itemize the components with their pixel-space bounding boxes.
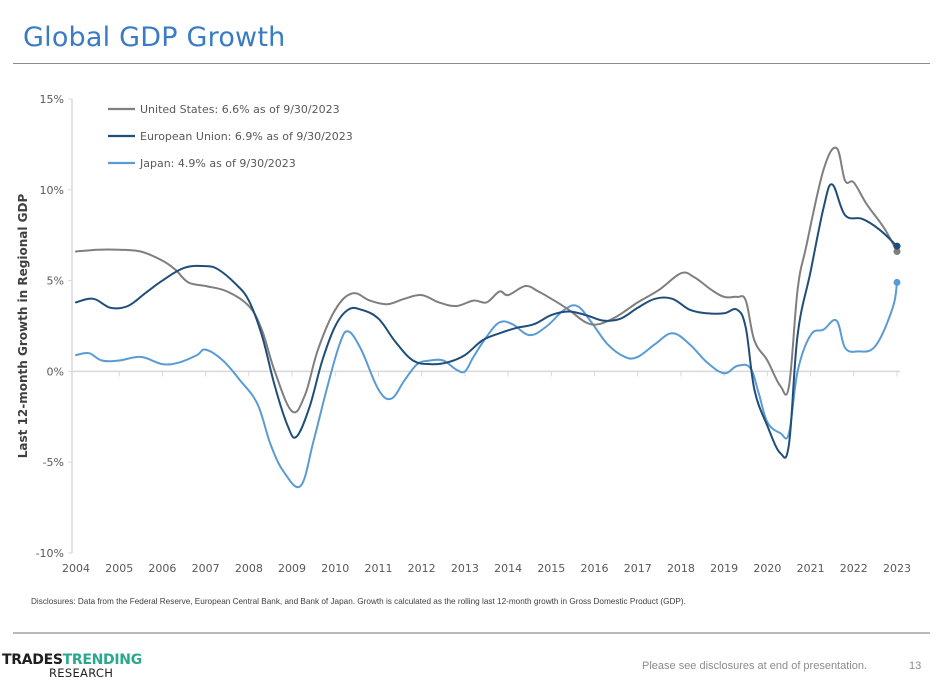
x-tick-label: 2022 — [840, 562, 868, 575]
x-tick-label: 2009 — [278, 562, 306, 575]
x-tick-label: 2011 — [364, 562, 392, 575]
x-tick-label: 2023 — [883, 562, 911, 575]
y-tick-label: 0% — [47, 365, 64, 378]
x-tick-label: 2010 — [321, 562, 349, 575]
series-line-us — [75, 146, 898, 414]
x-tick-label: 2016 — [581, 562, 609, 575]
x-tick-label: 2021 — [797, 562, 825, 575]
y-tick-label: 5% — [47, 275, 64, 288]
footer-divider — [13, 632, 930, 634]
x-tick-label: 2018 — [667, 562, 695, 575]
y-tick-label: 15% — [40, 93, 64, 106]
y-axis-label: Last 12-month Growth in Regional GDP — [16, 194, 30, 459]
logo-part-trending: TRENDING — [62, 652, 143, 668]
legend-label: United States: 6.6% as of 9/30/2023 — [140, 103, 340, 116]
title-divider — [13, 63, 930, 64]
brand-logo: TRADESTRENDING RESEARCH — [2, 653, 142, 680]
x-tick-label: 2014 — [494, 562, 522, 575]
series-end-marker-us — [893, 248, 901, 256]
x-tick-label: 2007 — [192, 562, 220, 575]
series-end-marker-eu — [893, 242, 901, 250]
chart-lines — [75, 146, 901, 489]
x-tick-label: 2005 — [105, 562, 133, 575]
page-title: Global GDP Growth — [23, 22, 286, 53]
series-line-japan — [75, 281, 898, 489]
logo-part-research: RESEARCH — [49, 666, 114, 680]
x-tick-label: 2012 — [408, 562, 436, 575]
y-tick-label: 10% — [40, 184, 64, 197]
legend-item-us: United States: 6.6% as of 9/30/2023 — [108, 103, 340, 116]
x-tick-label: 2006 — [148, 562, 176, 575]
footer-disclosure-note: Please see disclosures at end of present… — [642, 660, 868, 672]
x-tick-label: 2020 — [753, 562, 781, 575]
chart-axes: 15% 10% 5% 0% -5% -10% 2004 2005 2006 2007 2008 200… — [36, 93, 911, 575]
legend-label: Japan: 4.9% as of 9/30/2023 — [139, 157, 296, 170]
x-tick-label: 2008 — [235, 562, 263, 575]
chart-legend: United States: 6.6% as of 9/30/2023 Europ… — [108, 103, 353, 170]
x-tick-label: 2013 — [451, 562, 479, 575]
y-tick-label: -10% — [36, 547, 64, 560]
legend-label: European Union: 6.9% as of 9/30/2023 — [140, 130, 353, 143]
series-end-marker-japan — [893, 278, 901, 286]
legend-item-japan: Japan: 4.9% as of 9/30/2023 — [108, 157, 296, 170]
disclosure-text: Disclosures: Data from the Federal Reser… — [31, 597, 686, 606]
x-tick-label: 2019 — [710, 562, 738, 575]
y-tick-label: -5% — [43, 456, 64, 469]
gdp-chart: 15% 10% 5% 0% -5% -10% 2004 2005 2006 2007 2008 200… — [16, 93, 911, 575]
x-tick-label: 2017 — [624, 562, 652, 575]
logo-part-trades: TRADES — [2, 652, 63, 668]
series-line-eu — [75, 183, 898, 459]
legend-item-eu: European Union: 6.9% as of 9/30/2023 — [108, 130, 353, 143]
page-number: 13 — [909, 660, 922, 672]
x-tick-label: 2004 — [62, 562, 90, 575]
x-tick-label: 2015 — [537, 562, 565, 575]
